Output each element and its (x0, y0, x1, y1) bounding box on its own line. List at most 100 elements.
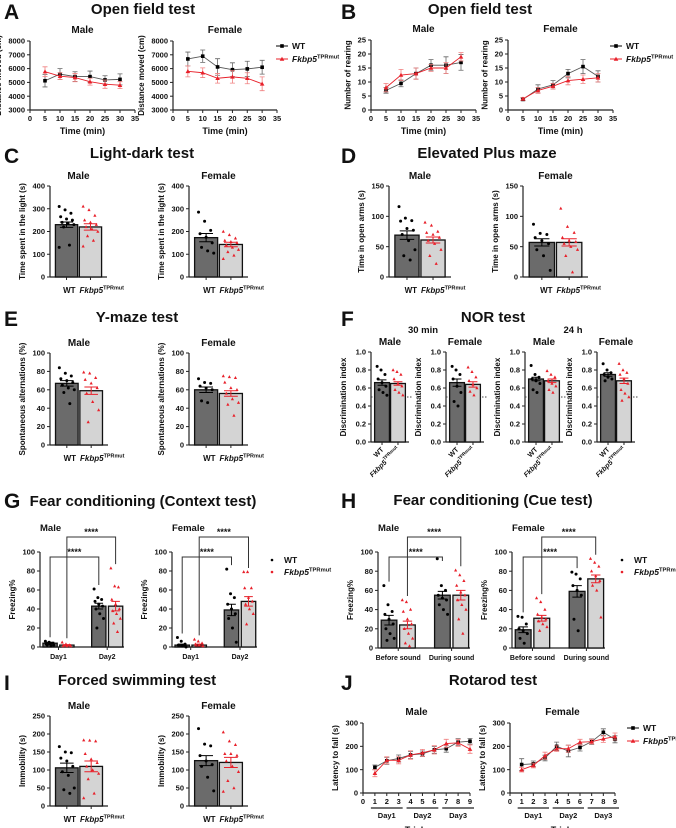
mut-individual-point (595, 588, 599, 592)
panel-letter: D (341, 145, 356, 168)
y-tick-label: 0.0 (356, 438, 366, 447)
mut-individual-point (623, 391, 627, 395)
wt-bar (54, 382, 79, 446)
x-tick-label: 15 (549, 114, 557, 123)
y-axis-label: Distance moved (cm) (137, 35, 146, 116)
y-axis-label: Time in open arms (s) (357, 190, 366, 273)
x-group-label: Day1 (50, 654, 67, 661)
y-tick-label: 100 (171, 349, 184, 358)
mut-individual-point (463, 593, 467, 597)
wt-data-point (468, 739, 472, 743)
gene-name: Fkbp5 (523, 459, 543, 479)
mut-individual-point (392, 377, 396, 381)
wt-individual-point (209, 228, 213, 232)
mut-error-bar (84, 386, 98, 395)
panel-letter: B (341, 1, 356, 24)
x-category-label-wt: WT (63, 286, 76, 295)
wt-individual-point (601, 362, 605, 366)
allele-superscript: TPRmut (104, 815, 125, 821)
bar-group (448, 364, 482, 443)
mut-error-bar (223, 241, 238, 248)
mut-individual-point (82, 738, 86, 742)
mut-individual-point (88, 220, 93, 224)
wt-data-point (200, 54, 205, 58)
wt-error-bar (199, 755, 214, 767)
mut-bar-set (191, 637, 208, 648)
significance-bracket (541, 536, 597, 595)
legend-label-mut: Fkbp5TPRmut (284, 567, 331, 577)
y-tick-label: 0 (41, 802, 45, 811)
subplot-title: Male (40, 523, 61, 534)
mut-individual-point (233, 376, 238, 380)
y-tick-label: 3000 (8, 106, 25, 115)
subplot-female: Female 0 100 200 300 400 Time spent in the lig… (157, 171, 264, 295)
x-group-label: Day2 (99, 654, 116, 661)
bar-group (599, 361, 633, 443)
wt-data-point (444, 746, 449, 751)
wt-individual-point (456, 404, 460, 408)
mut-data-point (443, 741, 449, 746)
mut-individual-point (95, 761, 99, 764)
legend-label-wt: WT (634, 555, 648, 565)
wt-individual-point (102, 617, 106, 620)
wt-individual-point (542, 254, 546, 258)
y-tick-label: 50 (37, 784, 45, 793)
y-tick-label: 5 (499, 92, 503, 101)
y-tick-label: 0.6 (510, 384, 520, 393)
significance-label: **** (84, 527, 99, 537)
wt-data-point (601, 730, 606, 735)
mut-bar (218, 392, 244, 446)
wt-individual-point (522, 641, 526, 645)
subplot-title: Male (67, 171, 90, 182)
x-axis-label: Time (min) (202, 126, 247, 136)
wt-individual-point (547, 242, 551, 246)
subplot-male: Male 0 50 100 150 Time in open arms (s) WT Fkbp… (357, 171, 465, 295)
mut-bar (420, 239, 446, 278)
y-tick-label: 40 (499, 605, 507, 614)
wt-data-point (614, 44, 618, 48)
wt-bar-set (54, 204, 79, 278)
mut-individual-point (475, 386, 479, 390)
mut-individual-point (466, 365, 470, 369)
gene-name: Fkbp5 (369, 459, 389, 479)
mut-individual-point (454, 568, 458, 572)
x-tick-label: 0 (171, 114, 175, 123)
y-tick-label: 250 (171, 712, 184, 721)
mut-individual-point (474, 375, 478, 379)
mut-data-point (554, 746, 559, 751)
mut-error-bar (547, 378, 557, 384)
y-tick-label: 400 (171, 182, 184, 191)
mut-data-point (420, 750, 425, 755)
x-category-label-wt: WT (203, 286, 216, 295)
y-tick-label: 20 (365, 624, 373, 633)
significance-bracket (181, 556, 232, 634)
x-tick-label: 7 (590, 797, 594, 806)
panel-title: Open field test (91, 1, 195, 18)
mut-individual-point (464, 607, 468, 611)
wt-individual-point (578, 577, 582, 581)
mut-error-bar (83, 223, 98, 231)
mut-individual-point (461, 631, 465, 635)
y-tick-label: 100 (345, 765, 358, 774)
wt-individual-point (538, 382, 542, 385)
x-category-label-wt: WT (203, 815, 216, 824)
mut-bar (555, 241, 583, 278)
mut-individual-point (85, 764, 89, 768)
gene-name: Fkbp5 (80, 286, 104, 295)
panel-d: D Elevated Plus maze Male 0 50 100 150 Time in … (341, 145, 601, 295)
wt-individual-point (209, 381, 213, 385)
y-axis-label: Latency to fall (s) (331, 725, 340, 791)
y-tick-label: 100 (492, 765, 505, 774)
wt-individual-point (66, 773, 70, 777)
y-tick-label: 0.6 (356, 384, 366, 393)
wt-data-point (566, 71, 570, 76)
x-tick-label: 35 (131, 114, 139, 123)
y-tick-label: 50 (176, 784, 184, 793)
y-tick-label: 1.0 (582, 348, 592, 357)
mut-individual-point (85, 234, 90, 238)
mut-bar (79, 765, 104, 807)
wt-bar-set (193, 727, 219, 807)
x-tick-label: 15 (412, 114, 420, 123)
x-group-label: Day1 (182, 654, 199, 661)
